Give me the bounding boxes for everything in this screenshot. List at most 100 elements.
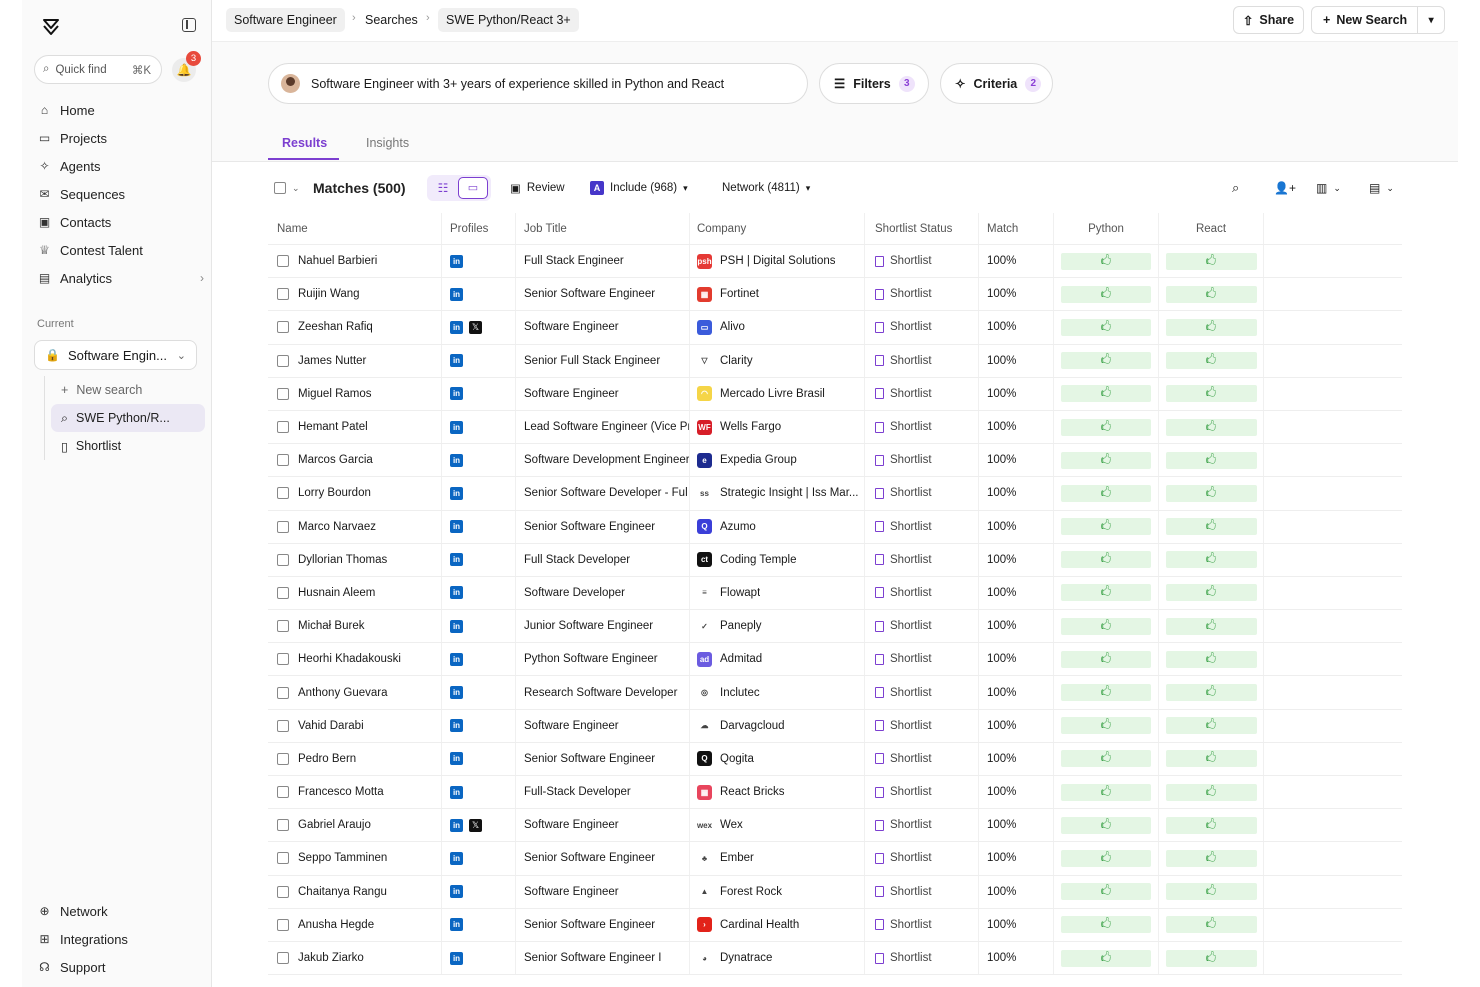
list-view-icon[interactable]: ☷ — [437, 181, 449, 195]
linkedin-icon[interactable]: in — [450, 719, 463, 733]
search-icon[interactable]: ⌕ — [1232, 180, 1240, 195]
table-row[interactable]: Hemant Patel in Lead Software Engineer (Vi… — [268, 410, 1402, 445]
candidate-name[interactable]: Seppo Tamminen — [298, 852, 388, 865]
linkedin-icon[interactable]: in — [450, 420, 463, 434]
thumbs-up-icon[interactable]: 🖒 — [1165, 949, 1257, 967]
thumbs-up-icon[interactable]: 🖒 — [1165, 451, 1257, 469]
column-header-python[interactable]: Python — [1054, 213, 1159, 244]
candidate-name[interactable]: Marco Narvaez — [298, 520, 376, 533]
thumbs-up-icon[interactable]: 🖒 — [1165, 518, 1257, 536]
nav-item-home[interactable]: ⌂ Home — [36, 96, 204, 124]
table-row[interactable]: Michał Burek in Junior Software Engineer ✓ P… — [268, 610, 1402, 644]
card-view-icon[interactable]: ▭ — [458, 177, 488, 199]
thumbs-up-icon[interactable]: 🖒 — [1165, 584, 1257, 602]
thumbs-up-icon[interactable]: 🖒 — [1061, 684, 1151, 702]
table-row[interactable]: James Nutter in Senior Full Stack Engineer… — [268, 344, 1402, 378]
linkedin-icon[interactable]: in — [450, 387, 463, 401]
row-checkbox[interactable] — [277, 487, 289, 500]
new-search-button[interactable]: + New Search ▾ — [1311, 6, 1445, 34]
thumbs-up-icon[interactable]: 🖒 — [1165, 750, 1257, 768]
row-checkbox[interactable] — [277, 520, 289, 533]
shortlist-cell[interactable]: Shortlist — [865, 444, 979, 477]
thumbs-up-icon[interactable]: 🖒 — [1165, 717, 1257, 735]
candidate-name[interactable]: Heorhi Khadakouski — [298, 653, 401, 666]
candidate-name[interactable]: Anusha Hegde — [298, 918, 375, 931]
chevron-down-icon[interactable]: ⌄ — [292, 182, 300, 193]
columns-icon[interactable]: ▥ ⌄ — [1316, 181, 1341, 195]
thumbs-up-icon[interactable]: 🖒 — [1061, 717, 1151, 735]
table-row[interactable]: Zeeshan Rafiq in 𝕏 Software Engineer ▭ Alivo S… — [268, 311, 1402, 345]
thumbs-up-icon[interactable]: 🖒 — [1061, 883, 1151, 901]
thumbs-up-icon[interactable]: 🖒 — [1061, 418, 1151, 436]
table-row[interactable]: Marco Narvaez in Senior Software Engineer Q… — [268, 510, 1402, 544]
row-checkbox[interactable] — [277, 288, 289, 301]
linkedin-icon[interactable]: in — [450, 486, 463, 500]
shortlist-cell[interactable]: Shortlist — [865, 377, 979, 410]
table-row[interactable]: Vahid Darabi in Software Engineer ☁ Darvagcl… — [268, 709, 1402, 743]
column-header-job-title[interactable]: Job Title — [516, 213, 690, 244]
linkedin-icon[interactable]: in — [450, 320, 463, 334]
subnav-swe-python-react[interactable]: ⌕ SWE Python/R... — [51, 404, 205, 432]
shortlist-cell[interactable]: Shortlist — [865, 477, 979, 510]
linkedin-icon[interactable]: in — [450, 652, 463, 666]
candidate-name[interactable]: Francesco Motta — [298, 786, 384, 799]
tab-insights[interactable]: Insights — [366, 136, 410, 150]
linkedin-icon[interactable]: in — [450, 354, 463, 368]
table-row[interactable]: Miguel Ramos in Software Engineer ◠ Mercado … — [268, 377, 1402, 411]
linkedin-icon[interactable]: in — [450, 818, 463, 832]
shortlist-cell[interactable]: Shortlist — [865, 245, 979, 278]
candidate-name[interactable]: Chaitanya Rangu — [298, 885, 387, 898]
row-checkbox[interactable] — [277, 586, 289, 599]
thumbs-up-icon[interactable]: 🖒 — [1061, 849, 1151, 867]
nav-item-agents[interactable]: ✧ Agents — [36, 152, 204, 180]
x-twitter-icon[interactable]: 𝕏 — [469, 320, 482, 334]
table-row[interactable]: Chaitanya Rangu in Software Engineer ▲ Fores… — [268, 875, 1402, 909]
linkedin-icon[interactable]: in — [450, 851, 463, 865]
x-twitter-icon[interactable]: 𝕏 — [469, 818, 482, 832]
column-header-shortlist-status[interactable]: Shortlist Status — [865, 213, 979, 244]
table-row[interactable]: Gabriel Araujo in 𝕏 Software Engineer wex Wex… — [268, 809, 1402, 843]
thumbs-up-icon[interactable]: 🖒 — [1061, 484, 1151, 502]
thumbs-up-icon[interactable]: 🖒 — [1061, 385, 1151, 403]
linkedin-icon[interactable]: in — [450, 254, 463, 268]
row-checkbox[interactable] — [277, 421, 289, 434]
breadcrumb-searches[interactable]: Searches — [365, 13, 418, 27]
share-button[interactable]: ⇧ Share — [1233, 6, 1304, 34]
linkedin-icon[interactable]: in — [450, 520, 463, 534]
row-checkbox[interactable] — [277, 852, 289, 865]
table-row[interactable]: Francesco Motta in Full-Stack Developer ▦ Re… — [268, 776, 1402, 810]
linkedin-icon[interactable]: in — [450, 686, 463, 700]
select-all-checkbox[interactable]: ⌄ — [274, 172, 300, 204]
row-checkbox[interactable] — [277, 952, 289, 965]
nav-item-support[interactable]: ☊ Support — [36, 953, 204, 981]
linkedin-icon[interactable]: in — [450, 752, 463, 766]
thumbs-up-icon[interactable]: 🖒 — [1165, 352, 1257, 370]
candidate-name[interactable]: Husnain Aleem — [298, 586, 376, 599]
table-row[interactable]: Jakub Ziarko in Senior Software Engineer I… — [268, 941, 1402, 976]
network-dropdown[interactable]: Network (4811) ▾ — [722, 172, 810, 204]
add-person-icon[interactable]: 👤+ — [1274, 181, 1296, 195]
nav-item-sequences[interactable]: ✉ Sequences — [36, 180, 204, 208]
candidate-name[interactable]: Dyllorian Thomas — [298, 553, 388, 566]
table-row[interactable]: Pedro Bern in Senior Software Engineer Q Qog… — [268, 742, 1402, 776]
row-checkbox[interactable] — [277, 454, 289, 467]
shortlist-cell[interactable]: Shortlist — [865, 809, 979, 842]
checkbox[interactable] — [274, 182, 286, 194]
column-header-react[interactable]: React — [1159, 213, 1264, 244]
shortlist-cell[interactable]: Shortlist — [865, 776, 979, 809]
row-checkbox[interactable] — [277, 752, 289, 765]
thumbs-up-icon[interactable]: 🖒 — [1165, 617, 1257, 635]
shortlist-cell[interactable]: Shortlist — [865, 278, 979, 311]
shortlist-cell[interactable]: Shortlist — [865, 842, 979, 875]
row-checkbox[interactable] — [277, 653, 289, 666]
thumbs-up-icon[interactable]: 🖒 — [1061, 318, 1151, 336]
linkedin-icon[interactable]: in — [450, 553, 463, 567]
linkedin-icon[interactable]: in — [450, 918, 463, 932]
shortlist-cell[interactable]: Shortlist — [865, 344, 979, 377]
thumbs-up-icon[interactable]: 🖒 — [1165, 318, 1257, 336]
linkedin-icon[interactable]: in — [450, 951, 463, 965]
thumbs-up-icon[interactable]: 🖒 — [1061, 451, 1151, 469]
thumbs-up-icon[interactable]: 🖒 — [1061, 816, 1151, 834]
criteria-button[interactable]: ✧ Criteria 2 — [940, 63, 1053, 104]
thumbs-up-icon[interactable]: 🖒 — [1061, 617, 1151, 635]
